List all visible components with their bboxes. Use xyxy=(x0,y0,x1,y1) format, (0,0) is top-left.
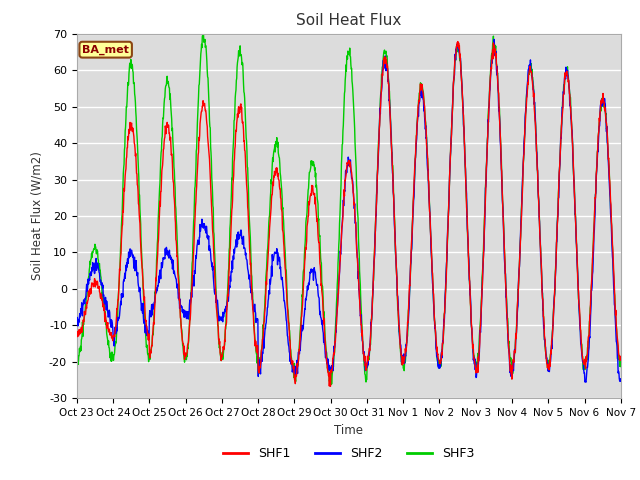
SHF3 xyxy=(505,338,513,344)
SHF2 xyxy=(617,378,625,384)
SHF2 xyxy=(194,237,202,243)
SHF3 xyxy=(434,359,442,365)
Title: Soil Heat Flux: Soil Heat Flux xyxy=(296,13,401,28)
SHF2 xyxy=(505,346,513,351)
SHF2 xyxy=(255,363,262,369)
SHF3 xyxy=(326,382,334,388)
SHF2 xyxy=(553,240,561,245)
SHF2 xyxy=(433,354,441,360)
SHF1 xyxy=(255,369,262,375)
SHF3 xyxy=(200,29,207,35)
Text: BA_met: BA_met xyxy=(82,45,129,55)
SHF3 xyxy=(553,232,561,238)
Line: SHF3: SHF3 xyxy=(77,32,621,385)
SHF1 xyxy=(553,230,561,236)
SHF3 xyxy=(194,111,202,117)
SHF1 xyxy=(326,384,334,389)
SHF1 xyxy=(434,352,442,358)
SHF3 xyxy=(180,360,188,365)
SHF1 xyxy=(73,332,81,338)
SHF1 xyxy=(617,357,625,363)
SHF2 xyxy=(73,316,81,322)
Line: SHF1: SHF1 xyxy=(77,42,621,386)
SHF3 xyxy=(73,362,81,368)
Line: SHF2: SHF2 xyxy=(77,39,621,382)
SHF1 xyxy=(180,357,188,362)
SHF3 xyxy=(617,364,625,370)
SHF2 xyxy=(582,379,590,385)
SHF1 xyxy=(505,348,513,353)
Legend: SHF1, SHF2, SHF3: SHF1, SHF2, SHF3 xyxy=(218,442,480,465)
SHF1 xyxy=(194,160,202,166)
SHF3 xyxy=(255,371,263,376)
SHF2 xyxy=(180,307,188,313)
SHF1 xyxy=(454,39,461,45)
X-axis label: Time: Time xyxy=(334,424,364,437)
SHF2 xyxy=(490,36,498,42)
Y-axis label: Soil Heat Flux (W/m2): Soil Heat Flux (W/m2) xyxy=(30,152,44,280)
